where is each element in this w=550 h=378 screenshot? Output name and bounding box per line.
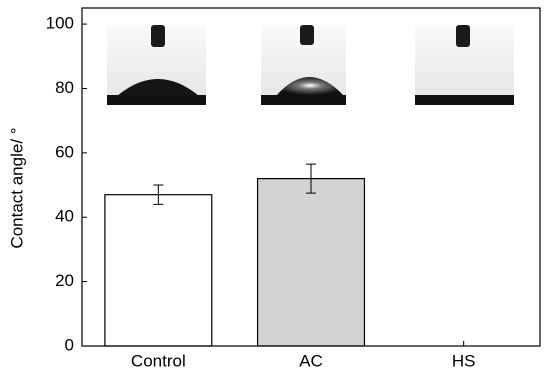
y-tick-label: 60 [55,142,74,161]
y-tick-label: 100 [46,14,74,33]
y-tick-label: 0 [65,335,74,354]
inset-ac [261,25,346,105]
inset-hs [415,25,514,105]
y-tick-label: 20 [55,271,74,290]
x-tick-label: HS [452,351,476,370]
error-bar [306,163,316,194]
error-bar [153,184,164,205]
plot-frame [81,7,541,347]
x-tick-label: Control [131,351,186,370]
y-tick-label: 40 [55,207,74,226]
bar [256,178,366,347]
bar [104,194,213,347]
x-tick-label: AC [299,351,323,370]
y-tick-label: 80 [55,78,74,97]
y-axis-title: Contact angle/ ° [7,127,26,248]
inset-control [107,25,206,105]
